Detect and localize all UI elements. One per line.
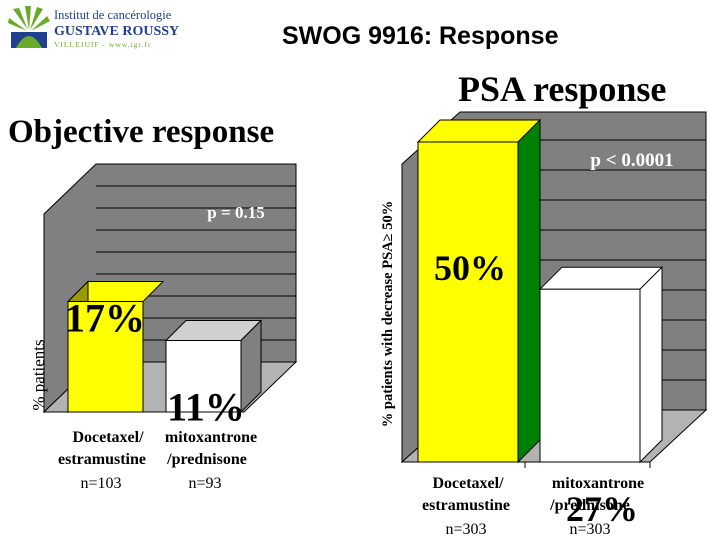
- category-label-2-line1: mitoxantrone: [552, 475, 644, 492]
- slide-title: SWOG 9916: Response: [282, 22, 559, 50]
- logo-line2: GUSTAVE ROUSSY: [54, 24, 179, 39]
- n-label-1: n=103: [80, 475, 121, 492]
- category-label-1-line2: estramustine: [58, 451, 146, 468]
- logo-line3: VILLEJUIF - www.igr.fr: [54, 40, 151, 49]
- bar-2: [538, 265, 664, 464]
- logo-line1: Institut de cancérologie: [54, 8, 172, 22]
- n-label-2: n=93: [188, 475, 221, 492]
- category-label-2-line2: /prednisone: [549, 497, 630, 514]
- p-value-label: p = 0.15: [207, 203, 264, 222]
- bar-1: [416, 118, 542, 464]
- objective-chart-title: Objective response: [8, 114, 275, 150]
- value-label-2: 27%: [566, 489, 638, 529]
- value-label-1: 50%: [434, 248, 506, 288]
- bar-2: [164, 319, 263, 414]
- category-label-1-line2: estramustine: [422, 497, 510, 514]
- category-label-1-line1: Docetaxel/: [432, 475, 504, 492]
- igr-logo: Institut de cancérologie GUSTAVE ROUSSY …: [8, 4, 218, 50]
- value-label-1: 17%: [65, 296, 145, 341]
- bar-1: [66, 280, 165, 414]
- psa-chart-title: PSA response: [458, 69, 667, 109]
- y-axis-label: % patients: [29, 339, 48, 410]
- logo-graphic: Institut de cancérologie GUSTAVE ROUSSY …: [8, 6, 179, 49]
- category-label-2-line1: mitoxantrone: [165, 429, 257, 446]
- n-label-2: n=303: [569, 521, 610, 538]
- logo-sun-icon: [8, 6, 50, 48]
- n-label-1: n=303: [445, 521, 486, 538]
- y-axis-label: % patients with decrease PSA≥ 50%: [380, 201, 396, 427]
- psa-response-chart: 50% 27% p < 0.0001 % patients with decrea…: [380, 111, 708, 538]
- p-value-label: p < 0.0001: [590, 150, 673, 171]
- category-label-1-line1: Docetaxel/: [72, 429, 144, 446]
- category-label-2-line2: /prednisone: [166, 451, 247, 468]
- objective-response-chart: 17% 11% p = 0.15 % patients Docetaxel/ es…: [29, 163, 298, 492]
- value-label-2: 11%: [167, 385, 245, 430]
